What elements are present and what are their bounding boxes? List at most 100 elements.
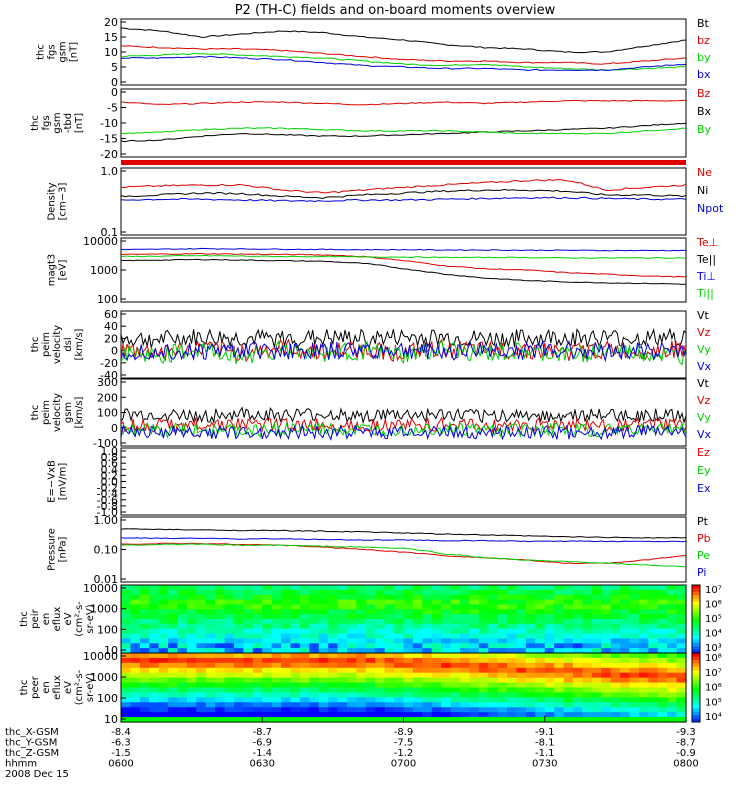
heatmap-cell xyxy=(629,633,640,640)
ylabel-line: [nT] xyxy=(74,113,85,133)
heatmap-cell xyxy=(224,614,235,620)
heatmap-cell xyxy=(337,667,348,674)
ylabel-line: en xyxy=(41,613,52,626)
heatmap-cell xyxy=(563,702,574,708)
heatmap-cell xyxy=(365,604,376,610)
heatmap-cell xyxy=(318,717,329,723)
heatmap-cell xyxy=(271,623,282,630)
heatmap-cell xyxy=(403,677,414,684)
heatmap-cell xyxy=(234,653,245,659)
heatmap-cell xyxy=(667,628,678,635)
heatmap-cell xyxy=(412,653,423,659)
heatmap-cell xyxy=(667,687,678,694)
heatmap-cell xyxy=(168,682,179,689)
heatmap-cell xyxy=(422,702,433,708)
panel-frame xyxy=(120,310,687,379)
heatmap-cell xyxy=(469,692,480,698)
heatmap-cell xyxy=(149,692,160,698)
heatmap-cell xyxy=(497,653,508,659)
y-tick-label: 20 xyxy=(104,332,118,345)
heatmap-cell xyxy=(262,662,273,669)
heatmap-cell xyxy=(281,628,292,635)
heatmap-cell xyxy=(299,692,310,698)
colorbar-segment xyxy=(692,615,700,620)
heatmap-cell xyxy=(394,662,405,669)
heatmap-cell xyxy=(497,692,508,698)
heatmap-cell xyxy=(130,594,141,601)
heatmap-cell xyxy=(177,589,188,596)
heatmap-cell xyxy=(497,662,508,669)
heatmap-cell xyxy=(299,585,310,591)
heatmap-cell xyxy=(347,662,358,669)
heatmap-cell xyxy=(516,687,527,694)
heatmap-cell xyxy=(554,643,565,649)
heatmap-cell xyxy=(563,633,574,640)
heatmap-cell xyxy=(384,594,395,601)
heatmap-cell xyxy=(403,619,414,625)
heatmap-cell xyxy=(328,648,339,654)
heatmap-cell xyxy=(582,712,593,718)
heatmap-cell xyxy=(582,599,593,606)
heatmap-cell xyxy=(347,599,358,606)
heatmap-cell xyxy=(488,589,499,596)
heatmap-cell xyxy=(460,717,471,723)
heatmap-cell xyxy=(460,594,471,601)
heatmap-cell xyxy=(328,604,339,610)
heatmap-cell xyxy=(309,604,320,610)
heatmap-cell xyxy=(158,657,169,664)
heatmap-cell xyxy=(554,623,565,630)
heatmap-cell xyxy=(139,609,150,615)
heatmap-cell xyxy=(412,643,423,649)
heatmap-cell xyxy=(544,702,555,708)
heatmap-cell xyxy=(525,697,536,703)
heatmap-cell xyxy=(168,672,179,679)
heatmap-cell xyxy=(591,667,602,674)
heatmap-cell xyxy=(394,604,405,610)
heatmap-cell xyxy=(337,702,348,708)
heatmap-cell xyxy=(544,589,555,596)
heatmap-cell xyxy=(507,717,518,723)
heatmap-cell xyxy=(224,643,235,649)
heatmap-cell xyxy=(205,653,216,659)
heatmap-cell xyxy=(638,585,649,591)
heatmap-cell xyxy=(177,648,188,654)
heatmap-cell xyxy=(215,712,226,718)
heatmap-cell xyxy=(460,712,471,718)
heatmap-cell xyxy=(139,662,150,669)
heatmap-cell xyxy=(667,594,678,601)
heatmap-cell xyxy=(535,594,546,601)
heatmap-cell xyxy=(460,672,471,679)
heatmap-cell xyxy=(318,638,329,644)
heatmap-cell xyxy=(356,623,367,630)
heatmap-cell xyxy=(196,609,207,615)
heatmap-cell xyxy=(478,633,489,640)
colorbar-segment xyxy=(692,711,700,716)
heatmap-cell xyxy=(488,653,499,659)
heatmap-cell xyxy=(149,599,160,606)
heatmap-cell xyxy=(186,614,197,620)
heatmap-cell xyxy=(215,707,226,713)
heatmap-cell xyxy=(648,585,659,591)
heatmap-cell xyxy=(262,677,273,684)
heatmap-cell xyxy=(205,682,216,689)
heatmap-cell xyxy=(441,643,452,649)
figure-title: P2 (TH-C) fields and on-board moments ov… xyxy=(235,3,556,18)
heatmap-cell xyxy=(271,643,282,649)
heatmap-cell xyxy=(544,657,555,664)
heatmap-cell xyxy=(337,692,348,698)
heatmap-cell xyxy=(676,702,687,708)
heatmap-cell xyxy=(582,619,593,625)
y-tick-label: 1.0 xyxy=(101,445,119,458)
heatmap-cell xyxy=(525,687,536,694)
y-tick-label: 10 xyxy=(104,46,118,59)
heatmap-cell xyxy=(318,692,329,698)
heatmap-cell xyxy=(403,628,414,635)
heatmap-cell xyxy=(582,717,593,723)
heatmap-cell xyxy=(130,585,141,591)
heatmap-cell xyxy=(158,667,169,674)
heatmap-cell xyxy=(422,672,433,679)
series-line-Bt xyxy=(120,27,687,54)
y-tick-label: 0.2 xyxy=(101,469,119,482)
heatmap-cell xyxy=(252,662,263,669)
